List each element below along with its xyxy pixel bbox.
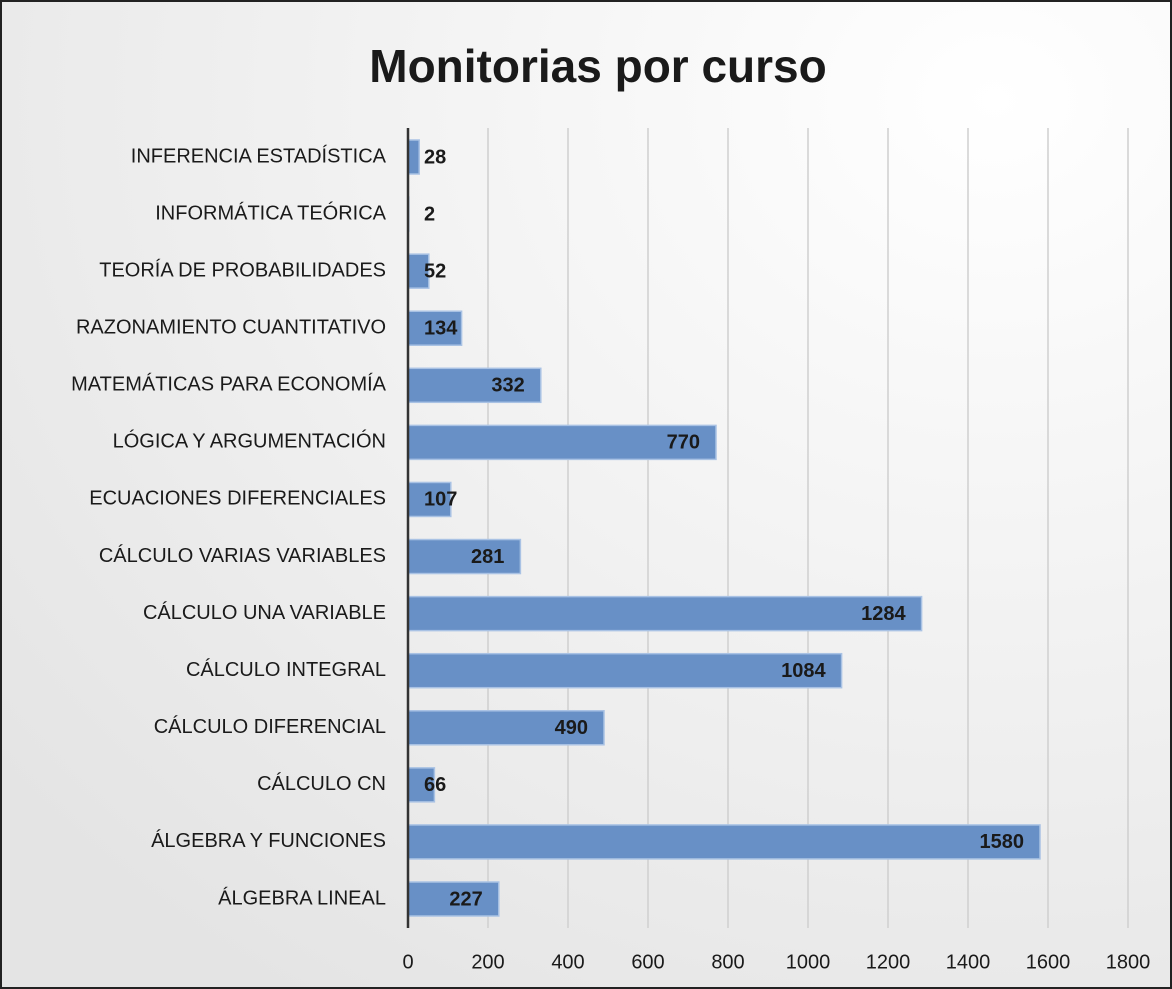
data-label: 2: [424, 203, 435, 225]
y-tick-label: ECUACIONES DIFERENCIALES: [89, 488, 386, 510]
data-label: 332: [491, 375, 524, 397]
bar: [407, 424, 717, 461]
bar: [407, 824, 1041, 860]
x-tick-label: 400: [551, 951, 584, 973]
x-tick-label: 200: [471, 951, 504, 973]
bar: [407, 767, 436, 803]
bar: [407, 881, 500, 917]
bar: [407, 310, 463, 346]
data-label: 66: [424, 774, 446, 796]
data-label: 1084: [781, 660, 826, 682]
y-tick-label: CÁLCULO INTEGRAL: [186, 658, 386, 681]
data-label: 134: [424, 318, 458, 340]
bar: [407, 595, 923, 632]
x-tick-label: 1200: [866, 951, 911, 973]
data-label: 490: [555, 717, 588, 739]
y-tick-label: ÁLGEBRA LINEAL: [218, 886, 386, 909]
y-tick-label: INFERENCIA ESTADÍSTICA: [131, 144, 387, 167]
data-label: 107: [424, 489, 457, 511]
x-tick-label: 1600: [1026, 951, 1071, 973]
data-label: 770: [667, 432, 700, 454]
y-tick-label: LÓGICA Y ARGUMENTACIÓN: [113, 430, 386, 453]
y-tick-label: INFORMÁTICA TEÓRICA: [155, 201, 386, 224]
y-tick-label: CÁLCULO VARIAS VARIABLES: [99, 544, 386, 567]
x-tick-label: 1800: [1106, 951, 1151, 973]
chart-title: Monitorias por curso: [369, 40, 826, 92]
data-label: 52: [424, 260, 446, 282]
data-label: 227: [449, 888, 482, 910]
data-label: 1284: [861, 603, 906, 625]
y-tick-label: ÁLGEBRA Y FUNCIONES: [151, 829, 386, 852]
y-tick-label: CÁLCULO CN: [257, 772, 386, 795]
bar: [407, 481, 452, 518]
data-label: 1580: [980, 831, 1025, 853]
bar: [407, 652, 843, 689]
y-tick-label: MATEMÁTICAS PARA ECONOMÍA: [71, 373, 387, 396]
x-tick-label: 600: [631, 951, 664, 973]
y-tick-label: CÁLCULO UNA VARIABLE: [143, 601, 386, 624]
y-tick-label: RAZONAMIENTO CUANTITATIVO: [76, 317, 386, 339]
y-tick-label: TEORÍA DE PROBABILIDADES: [99, 258, 386, 281]
y-tick-label: CÁLCULO DIFERENCIAL: [154, 715, 386, 738]
x-tick-label: 800: [711, 951, 744, 973]
bar: [407, 538, 522, 575]
x-tick-label: 1400: [946, 951, 991, 973]
x-tick-label: 0: [402, 951, 413, 973]
bar: [407, 367, 542, 404]
x-tick-label: 1000: [786, 951, 831, 973]
bar: [407, 139, 420, 175]
data-label: 28: [424, 146, 446, 168]
data-label: 281: [471, 546, 504, 568]
bar: [407, 710, 605, 746]
